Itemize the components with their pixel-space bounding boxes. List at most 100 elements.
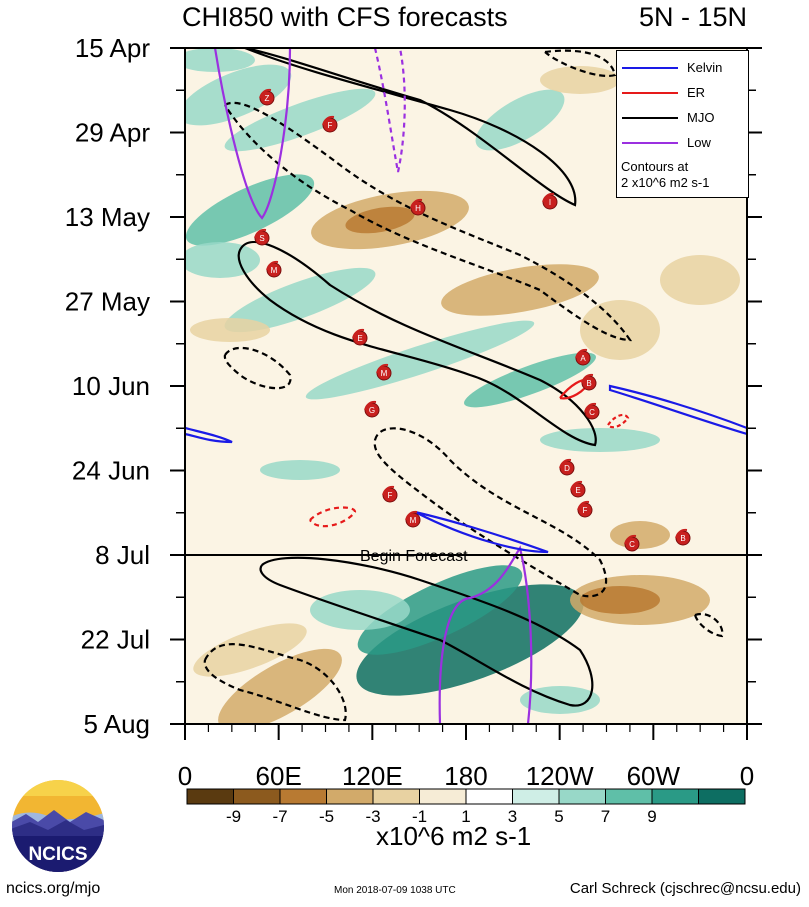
storm-marker-label: E [575, 486, 580, 495]
contour-line [438, 545, 533, 724]
colorbar-swatch [372, 788, 420, 805]
storm-marker-label: I [549, 198, 551, 207]
y-axis: 15 Apr 29 Apr 13 May 27 May 10 Jun 24 Jun 8 Ju… [65, 33, 762, 739]
legend-note: Contours at 2 x10^6 m2 s-1 [621, 159, 709, 191]
colorbar-swatch [651, 788, 699, 805]
storm-marker: E [570, 480, 586, 498]
contour-line [185, 426, 233, 444]
latitude-band-label: 5N - 15N [638, 2, 747, 32]
footer-author: Carl Schreck (cjschrec@ncsu.edu) [569, 880, 801, 897]
shading-region [190, 318, 270, 342]
storm-marker-label: F [328, 121, 333, 130]
storm-marker: E [352, 328, 368, 346]
y-tick-label: 24 Jun [72, 456, 150, 486]
colorbar-swatch [233, 788, 281, 805]
storm-marker: M [405, 510, 421, 528]
storm-marker: F [322, 115, 338, 133]
x-tick-label: 0 [178, 761, 192, 791]
shading-region [540, 66, 620, 94]
shading-region [356, 584, 584, 696]
storm-marker: M [266, 260, 282, 278]
contour-line [373, 48, 406, 173]
footer-url: ncics.org/mjo [6, 880, 101, 897]
shading-region [310, 590, 410, 630]
x-tick-label: 120W [526, 761, 594, 791]
contour-line [607, 413, 630, 429]
shading-region [185, 48, 255, 72]
ncics-logo: NCICS [12, 780, 104, 872]
storm-marker: D [559, 458, 575, 476]
y-tick-label: 29 Apr [75, 118, 151, 148]
y-tick-label: 13 May [65, 202, 150, 232]
storm-marker-label: E [357, 334, 362, 343]
storm-marker-label: D [564, 464, 570, 473]
storm-marker-label: M [410, 516, 417, 525]
shading-region [464, 352, 596, 408]
storm-marker: B [675, 528, 691, 546]
legend-swatch-low [622, 142, 678, 144]
storm-marker-label: Z [265, 94, 270, 103]
contour-lines [185, 48, 747, 724]
shading-region [580, 586, 660, 614]
storm-marker: C [624, 534, 640, 552]
colorbar-tick-label: 3 [508, 807, 517, 826]
colorbar-tick-label: -1 [412, 807, 427, 826]
y-tick-label: 8 Jul [95, 540, 150, 570]
x-tick-label: 60E [256, 761, 302, 791]
storm-marker-label: B [586, 379, 591, 388]
legend-item-mjo: MJO [617, 108, 748, 128]
colorbar-tick-label: -9 [226, 807, 241, 826]
colorbar-tick-label: 7 [601, 807, 610, 826]
colorbar: -9 -7 -5 -3 -1 1 3 5 7 9 [186, 788, 746, 826]
legend-item-low: Low [617, 133, 748, 153]
storm-marker: I [542, 192, 558, 210]
colorbar-swatch [465, 788, 513, 805]
storm-marker-label: A [580, 354, 586, 363]
shading-region [185, 242, 260, 278]
x-tick-label: 120E [342, 761, 403, 791]
y-tick-label: 27 May [65, 287, 150, 317]
contour-line [237, 240, 597, 447]
shading-region [224, 88, 376, 152]
shading-region [475, 89, 565, 151]
storm-marker-label: H [415, 204, 421, 213]
legend-label-low: Low [687, 135, 711, 150]
colorbar-tick-label: -3 [365, 807, 380, 826]
chart-title: CHI850 with CFS forecasts [182, 2, 508, 32]
x-tick-label: 0 [740, 761, 754, 791]
storm-marker: H [410, 198, 426, 216]
colorbar-swatch [419, 788, 467, 805]
legend-swatch-mjo [622, 117, 678, 119]
legend-item-er: ER [617, 83, 748, 103]
legend: Kelvin ER MJO Low Contours at 2 x10^6 m2… [616, 50, 749, 198]
shading-region [357, 565, 523, 655]
contour-line [223, 346, 292, 390]
y-tick-label: 15 Apr [75, 33, 151, 63]
y-tick-label: 22 Jul [81, 625, 150, 655]
shading-region [260, 460, 340, 480]
contour-line [259, 556, 594, 707]
storm-marker-label: B [680, 534, 685, 543]
storm-marker: C [584, 402, 600, 420]
y-tick-label: 5 Aug [83, 709, 150, 739]
contour-line [544, 49, 617, 78]
colorbar-swatch [605, 788, 653, 805]
shading-region [218, 648, 342, 724]
storm-marker: B [581, 373, 597, 391]
anomaly-shading [185, 48, 740, 724]
storm-marker: S [254, 228, 270, 246]
x-tick-label: 180 [444, 761, 487, 791]
storm-marker: Z [259, 88, 275, 106]
storm-marker-label: S [259, 234, 264, 243]
colorbar-swatch [558, 788, 606, 805]
storm-marker-label: M [271, 266, 278, 275]
storm-marker-label: G [369, 406, 375, 415]
footer-timestamp: Mon 2018-07-09 1038 UTC [334, 885, 456, 896]
y-tick-label: 10 Jun [72, 371, 150, 401]
colorbar-units: x10^6 m2 s-1 [376, 821, 532, 851]
contour-line [203, 643, 347, 722]
legend-item-kelvin: Kelvin [617, 58, 748, 78]
legend-swatch-er [622, 92, 678, 94]
legend-note-line2: 2 x10^6 m2 s-1 [621, 175, 710, 190]
